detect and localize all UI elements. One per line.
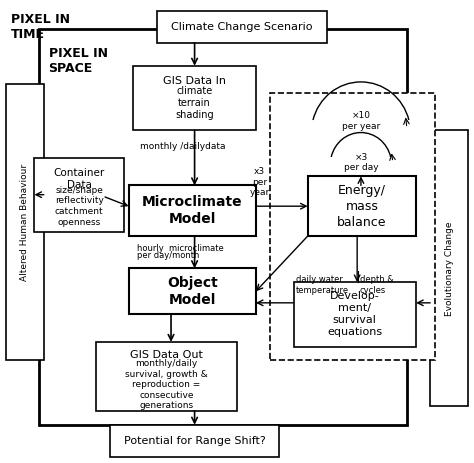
Text: size/shape
reflectivity
catchment
openness: size/shape reflectivity catchment openne… [55, 186, 104, 227]
Text: Energy/
mass
balance: Energy/ mass balance [337, 184, 387, 229]
Text: depth &
cycles: depth & cycles [359, 275, 393, 294]
Text: Altered Human Behaviour: Altered Human Behaviour [20, 164, 29, 281]
Text: Evolutionary Change: Evolutionary Change [445, 221, 454, 316]
Text: Potential for Range Shift?: Potential for Range Shift? [124, 436, 265, 446]
Text: Object
Model: Object Model [167, 275, 218, 307]
Text: monthly/daily
survival, growth &
reproduction =
consecutive
generations: monthly/daily survival, growth & reprodu… [125, 359, 208, 410]
Text: hourly  microclimate: hourly microclimate [137, 244, 223, 253]
FancyBboxPatch shape [157, 11, 327, 43]
FancyBboxPatch shape [308, 176, 416, 236]
FancyBboxPatch shape [96, 342, 237, 411]
FancyBboxPatch shape [110, 425, 279, 457]
Text: Develop-
ment/
survival
equations: Develop- ment/ survival equations [327, 291, 383, 338]
Text: ×10
per year: ×10 per year [342, 111, 380, 131]
FancyBboxPatch shape [6, 84, 44, 360]
FancyBboxPatch shape [35, 158, 124, 232]
Text: GIS Data In: GIS Data In [163, 76, 226, 86]
Text: monthly /dailydata: monthly /dailydata [140, 142, 226, 151]
Text: per day/month: per day/month [137, 251, 199, 260]
FancyBboxPatch shape [39, 29, 407, 425]
Text: x3
per
year: x3 per year [249, 167, 270, 197]
Text: ×3
per day: ×3 per day [344, 153, 378, 172]
Text: Microclimate
Model: Microclimate Model [142, 195, 243, 226]
Text: PIXEL IN
TIME: PIXEL IN TIME [11, 13, 70, 41]
FancyBboxPatch shape [430, 130, 468, 407]
Text: Container
Data: Container Data [54, 168, 105, 189]
Text: daily water
temperature: daily water temperature [296, 275, 349, 294]
Text: PIXEL IN
SPACE: PIXEL IN SPACE [48, 47, 108, 75]
Text: GIS Data Out: GIS Data Out [130, 350, 203, 360]
Text: Climate Change Scenario: Climate Change Scenario [171, 22, 312, 31]
FancyBboxPatch shape [128, 186, 256, 236]
Text: climate
terrain
shading: climate terrain shading [175, 86, 214, 119]
FancyBboxPatch shape [293, 282, 416, 347]
FancyBboxPatch shape [270, 94, 435, 360]
FancyBboxPatch shape [133, 66, 256, 130]
FancyBboxPatch shape [128, 269, 256, 314]
